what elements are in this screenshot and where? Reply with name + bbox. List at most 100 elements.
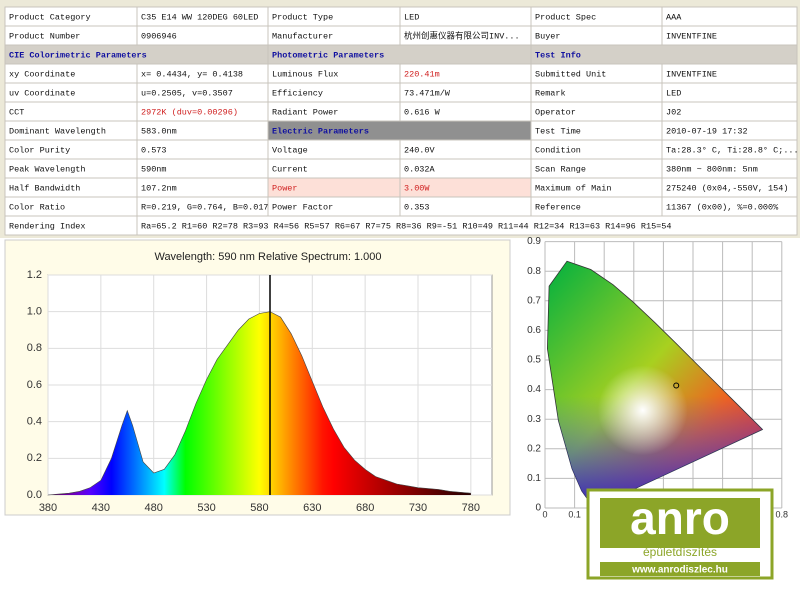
section-header: Photometric Parameters (272, 50, 384, 60)
cell-text: J02 (666, 107, 681, 117)
table-cell (399, 6, 532, 27)
cell-text: 0.032A (404, 164, 436, 174)
cell-text: Current (272, 164, 308, 174)
cell-text: Product Spec (535, 12, 596, 22)
section-header: CIE Colorimetric Parameters (9, 50, 147, 60)
cell-text: 73.471m/W (404, 88, 451, 98)
cell-text: Dominant Wavelength (9, 126, 106, 136)
logo-tagline: épületdíszítés (643, 545, 717, 559)
logo-badge (600, 498, 760, 548)
y-tick-label: 0.6 (527, 325, 541, 336)
cell-text: Power Factor (272, 202, 333, 212)
table-cell (661, 6, 798, 27)
locus-white (547, 261, 763, 507)
y-tick-label: 0.8 (527, 266, 541, 277)
chromaticity-point (673, 382, 680, 389)
cell-text: xy Coordinate (9, 69, 75, 79)
cell-text: INVENTFINE (666, 31, 717, 41)
y-tick-label: 0.4 (527, 384, 541, 395)
cell-text: Maximum of Main (535, 183, 612, 193)
y-tick-label: 0.2 (27, 452, 42, 464)
cell-text: Product Category (9, 12, 91, 22)
cell-text: Ta:28.3° C, Ti:28.8° C;... (666, 145, 799, 155)
cell-text: Efficiency (272, 88, 323, 98)
y-tick-label: 0.0 (27, 489, 42, 501)
cell-text: LED (404, 12, 419, 22)
x-tick-label: 530 (197, 502, 215, 514)
x-tick-label: 480 (145, 502, 163, 514)
cell-text: Condition (535, 145, 581, 155)
cell-text: Submitted Unit (535, 69, 606, 79)
cell-text: Rendering Index (9, 221, 86, 231)
cell-text: 220.41m (404, 69, 440, 79)
cell-text: 583.0nm (141, 126, 177, 136)
cell-text: CCT (9, 107, 24, 117)
y-tick-label: 0.9 (527, 236, 541, 247)
cell-text: 107.2nm (141, 183, 177, 193)
cell-text: R=0.219, G=0.764, B=0.017 (141, 202, 269, 212)
cell-text: 2972K (duv=0.00296) (141, 107, 238, 117)
y-tick-label: 0.2 (527, 443, 541, 454)
x-tick-label: 630 (303, 502, 321, 514)
y-tick-label: 0.3 (527, 414, 541, 425)
y-tick-label: 0.8 (27, 342, 42, 354)
spectrum-line (47, 311, 471, 496)
cell-text: Test Time (535, 126, 581, 136)
x-tick-label: 730 (409, 502, 427, 514)
table-cell (4, 101, 138, 122)
x-tick-label: 580 (250, 502, 268, 514)
y-tick-label: 0.1 (527, 473, 541, 484)
y-tick-label: 0.5 (527, 355, 541, 366)
cell-text: Manufacturer (272, 31, 333, 41)
cell-text: Product Type (272, 12, 333, 22)
spectrum-fill (48, 311, 471, 495)
logo-url: www.anrodiszlec.hu (631, 565, 728, 576)
logo-name: anro (630, 492, 730, 544)
cell-text: Ra=65.2 R1=60 R2=78 R3=93 R4=56 R5=57 R6… (141, 221, 672, 231)
cell-text: Color Purity (9, 145, 70, 155)
section-header: Test Info (535, 50, 581, 60)
cell-text: Voltage (272, 145, 308, 155)
cell-text: 0906946 (141, 31, 177, 41)
cell-text: LED (666, 88, 681, 98)
x-tick-label: 0 (542, 509, 547, 519)
cell-text: 275240 (0x04,-550V, 154) (666, 183, 788, 193)
cell-text: 2010-07-19 17:32 (666, 126, 748, 136)
cell-text: AAA (666, 12, 682, 22)
cell-text: 杭州创惠仪器有限公司INV... (404, 30, 520, 41)
cell-text: x= 0.4434, y= 0.4138 (141, 69, 243, 79)
x-tick-label: 0.1 (568, 509, 581, 519)
logo-url-bar (600, 562, 760, 576)
table-cell (661, 101, 798, 122)
cell-text: Radiant Power (272, 107, 338, 117)
cell-text: Remark (535, 88, 566, 98)
logo: anro épületdíszítés www.anrodiszlec.hu (586, 488, 774, 580)
cell-text: Luminous Flux (272, 69, 338, 79)
cell-text: INVENTFINE (666, 69, 717, 79)
cell-text: 240.0V (404, 145, 436, 155)
table-cell (661, 82, 798, 103)
cell-text: Operator (535, 107, 576, 117)
y-tick-label: 1.2 (27, 269, 42, 281)
cell-text: Scan Range (535, 164, 586, 174)
y-tick-label: 0 (535, 503, 541, 514)
cell-text: 380nm ~ 800nm: 5nm (666, 164, 758, 174)
cell-text: 3.00W (404, 183, 430, 193)
x-tick-label: 780 (462, 502, 480, 514)
cell-text: u=0.2505, v=0.3507 (141, 88, 233, 98)
section-header: Electric Parameters (272, 126, 369, 136)
cell-text: Peak Wavelength (9, 164, 86, 174)
cell-text: C35 E14 WW 120DEG 60LED (141, 12, 258, 22)
cell-text: Power (272, 183, 298, 193)
cell-text: Color Ratio (9, 202, 65, 212)
cell-text: uv Coordinate (9, 88, 75, 98)
cell-text: Buyer (535, 31, 561, 41)
x-tick-label: 0.8 (776, 509, 789, 519)
y-tick-label: 0.4 (27, 416, 42, 428)
cell-text: Reference (535, 202, 581, 212)
table-cell (136, 215, 798, 236)
cell-text: Product Number (9, 31, 80, 41)
cell-text: 0.353 (404, 202, 430, 212)
